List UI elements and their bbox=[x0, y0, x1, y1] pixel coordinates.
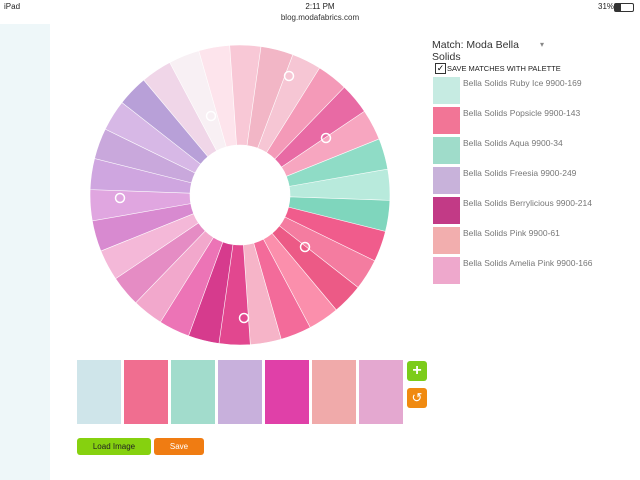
match-name: Bella Solids Freesia 9900-249 bbox=[463, 168, 577, 178]
save-button[interactable]: Save bbox=[154, 438, 204, 455]
match-name: Bella Solids Amelia Pink 9900-166 bbox=[463, 258, 593, 268]
palette-swatch[interactable] bbox=[124, 360, 168, 424]
match-name: Bella Solids Popsicle 9900-143 bbox=[463, 108, 581, 118]
match-name: Bella Solids Aqua 9900-34 bbox=[463, 138, 563, 148]
color-picker bbox=[283, 70, 295, 82]
palette-swatch[interactable] bbox=[171, 360, 215, 424]
match-name: Bella Solids Pink 9900-61 bbox=[463, 228, 560, 238]
dropdown-arrow[interactable]: ▾ bbox=[540, 40, 545, 49]
palette-swatch[interactable] bbox=[265, 360, 309, 424]
checkbox[interactable]: ✓ bbox=[435, 63, 446, 74]
reset-button[interactable]: ↺ bbox=[407, 388, 427, 408]
url[interactable]: blog.modafabrics.com bbox=[280, 13, 360, 22]
palette-swatch[interactable] bbox=[77, 360, 121, 424]
battery-level: 31% bbox=[598, 2, 615, 11]
side-strip bbox=[0, 24, 50, 480]
device-name: iPad bbox=[4, 2, 21, 11]
match-swatch bbox=[433, 227, 460, 254]
match-swatch bbox=[433, 137, 460, 164]
match-name: Bella Solids Ruby Ice 9900-169 bbox=[463, 78, 582, 88]
match-swatch bbox=[433, 107, 460, 134]
palette-swatch[interactable] bbox=[218, 360, 262, 424]
palette-swatch[interactable] bbox=[359, 360, 403, 424]
color-picker bbox=[114, 192, 126, 204]
add-button[interactable]: + bbox=[407, 361, 427, 381]
load-image-button[interactable]: Load Image bbox=[77, 438, 151, 455]
color-picker bbox=[205, 110, 217, 122]
match-swatch bbox=[433, 167, 460, 194]
match-swatch bbox=[433, 77, 460, 104]
match-swatch bbox=[433, 197, 460, 224]
fabric-wedge bbox=[246, 46, 294, 149]
match-swatch bbox=[433, 257, 460, 284]
match-select[interactable]: Match: Moda Bella Solids bbox=[432, 39, 519, 63]
color-picker bbox=[299, 241, 311, 253]
color-picker bbox=[238, 312, 250, 324]
match-name: Bella Solids Berrylicious 9900-214 bbox=[463, 198, 592, 208]
palette-swatch[interactable] bbox=[312, 360, 356, 424]
clock: 2:11 PM bbox=[305, 2, 335, 11]
checkbox-label[interactable]: SAVE MATCHES WITH PALETTE bbox=[447, 64, 561, 73]
battery-icon bbox=[614, 3, 634, 12]
color-picker bbox=[320, 132, 332, 144]
